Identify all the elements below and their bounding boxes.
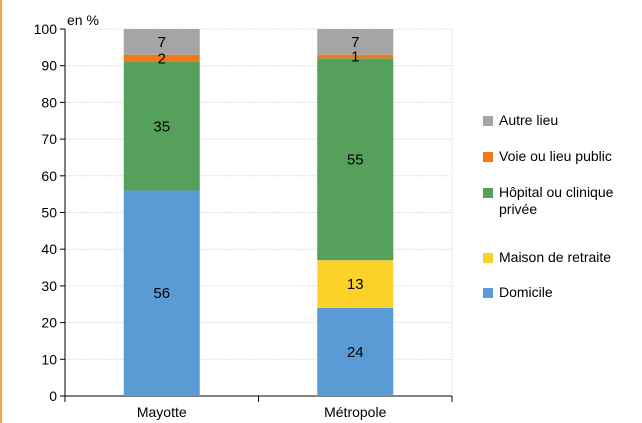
legend-label: Hôpital ou clinique privée — [499, 184, 614, 217]
legend-swatch — [483, 288, 493, 298]
data-label: 35 — [153, 118, 170, 135]
y-tick-label: 40 — [41, 241, 57, 257]
bar-segment — [317, 29, 394, 55]
data-label: 56 — [153, 285, 170, 302]
y-tick-label: 0 — [49, 388, 57, 404]
y-tick-label: 100 — [34, 21, 58, 37]
legend-label: Maison de retraite — [499, 249, 612, 265]
bar-segment — [317, 58, 394, 261]
legend-swatch — [483, 116, 493, 126]
data-label: 55 — [347, 151, 364, 168]
y-tick-label: 90 — [41, 58, 57, 74]
y-tick-label: 20 — [41, 315, 57, 331]
legend-item: Domicile — [483, 284, 642, 301]
legend-item: Autre lieu — [483, 112, 642, 129]
y-tick-label: 70 — [41, 131, 57, 147]
legend-swatch — [483, 188, 493, 198]
bar-segment — [123, 62, 200, 191]
bar-segment — [123, 29, 200, 55]
data-label: 7 — [158, 34, 166, 51]
bar-segment — [123, 54, 200, 63]
y-tick-label: 10 — [41, 351, 57, 367]
data-label: 7 — [351, 34, 359, 51]
unit-label: en % — [67, 12, 99, 28]
y-tick-label: 60 — [41, 168, 57, 184]
legend-label: Domicile — [499, 284, 553, 300]
gridlines — [65, 28, 453, 396]
left-accent-rule — [0, 0, 2, 423]
legend-swatch — [483, 152, 493, 162]
bar-segment — [317, 260, 394, 308]
bars — [123, 29, 394, 396]
data-label: 2 — [158, 50, 166, 67]
y-tick-label: 30 — [41, 278, 57, 294]
legend-label: Voie ou lieu public — [499, 148, 612, 164]
legend-swatch — [483, 253, 493, 263]
y-tick-label: 80 — [41, 94, 57, 110]
legend-label: Autre lieu — [499, 112, 559, 128]
bar-segment — [123, 190, 200, 396]
bar-segment — [317, 54, 394, 59]
data-label: 24 — [347, 344, 364, 361]
x-tick-label: Métropole — [324, 404, 386, 420]
legend-item: Maison de retraite — [483, 249, 642, 266]
data-label: 1 — [351, 49, 359, 66]
bar-segment — [317, 307, 394, 396]
y-tick-label: 50 — [41, 205, 57, 221]
legend-item: Hôpital ou clinique privée — [483, 184, 642, 218]
data-label: 13 — [347, 276, 364, 293]
legend-item: Voie ou lieu public — [483, 148, 642, 165]
x-tick-label: Mayotte — [137, 404, 187, 420]
